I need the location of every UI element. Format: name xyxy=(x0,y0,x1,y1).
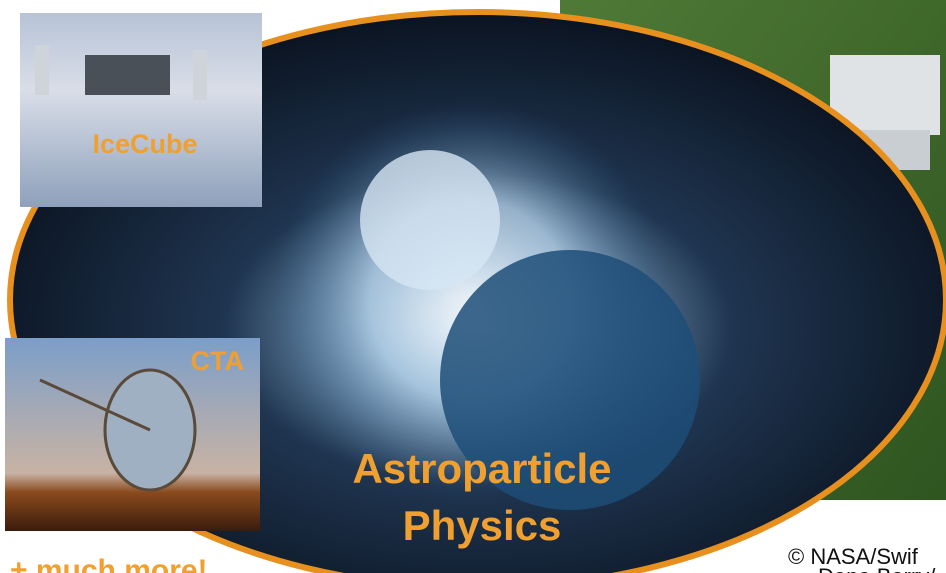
tower xyxy=(35,45,49,95)
inset-label: IceCube xyxy=(92,129,197,159)
footer-text: + much more! xyxy=(10,554,208,573)
title-line: Astroparticle xyxy=(352,445,611,492)
neutron-star xyxy=(440,250,700,510)
icecube-photo xyxy=(20,13,262,207)
telescope-arm xyxy=(39,378,151,432)
neutron-star xyxy=(360,150,500,290)
lab-building xyxy=(85,55,170,95)
tower xyxy=(193,50,207,100)
credit-line: © NASA/Swif xyxy=(788,544,919,569)
inset-label: CTA xyxy=(191,346,245,376)
title-line: Physics xyxy=(403,502,562,549)
credit-line: Dana Berry/ xyxy=(818,564,936,573)
